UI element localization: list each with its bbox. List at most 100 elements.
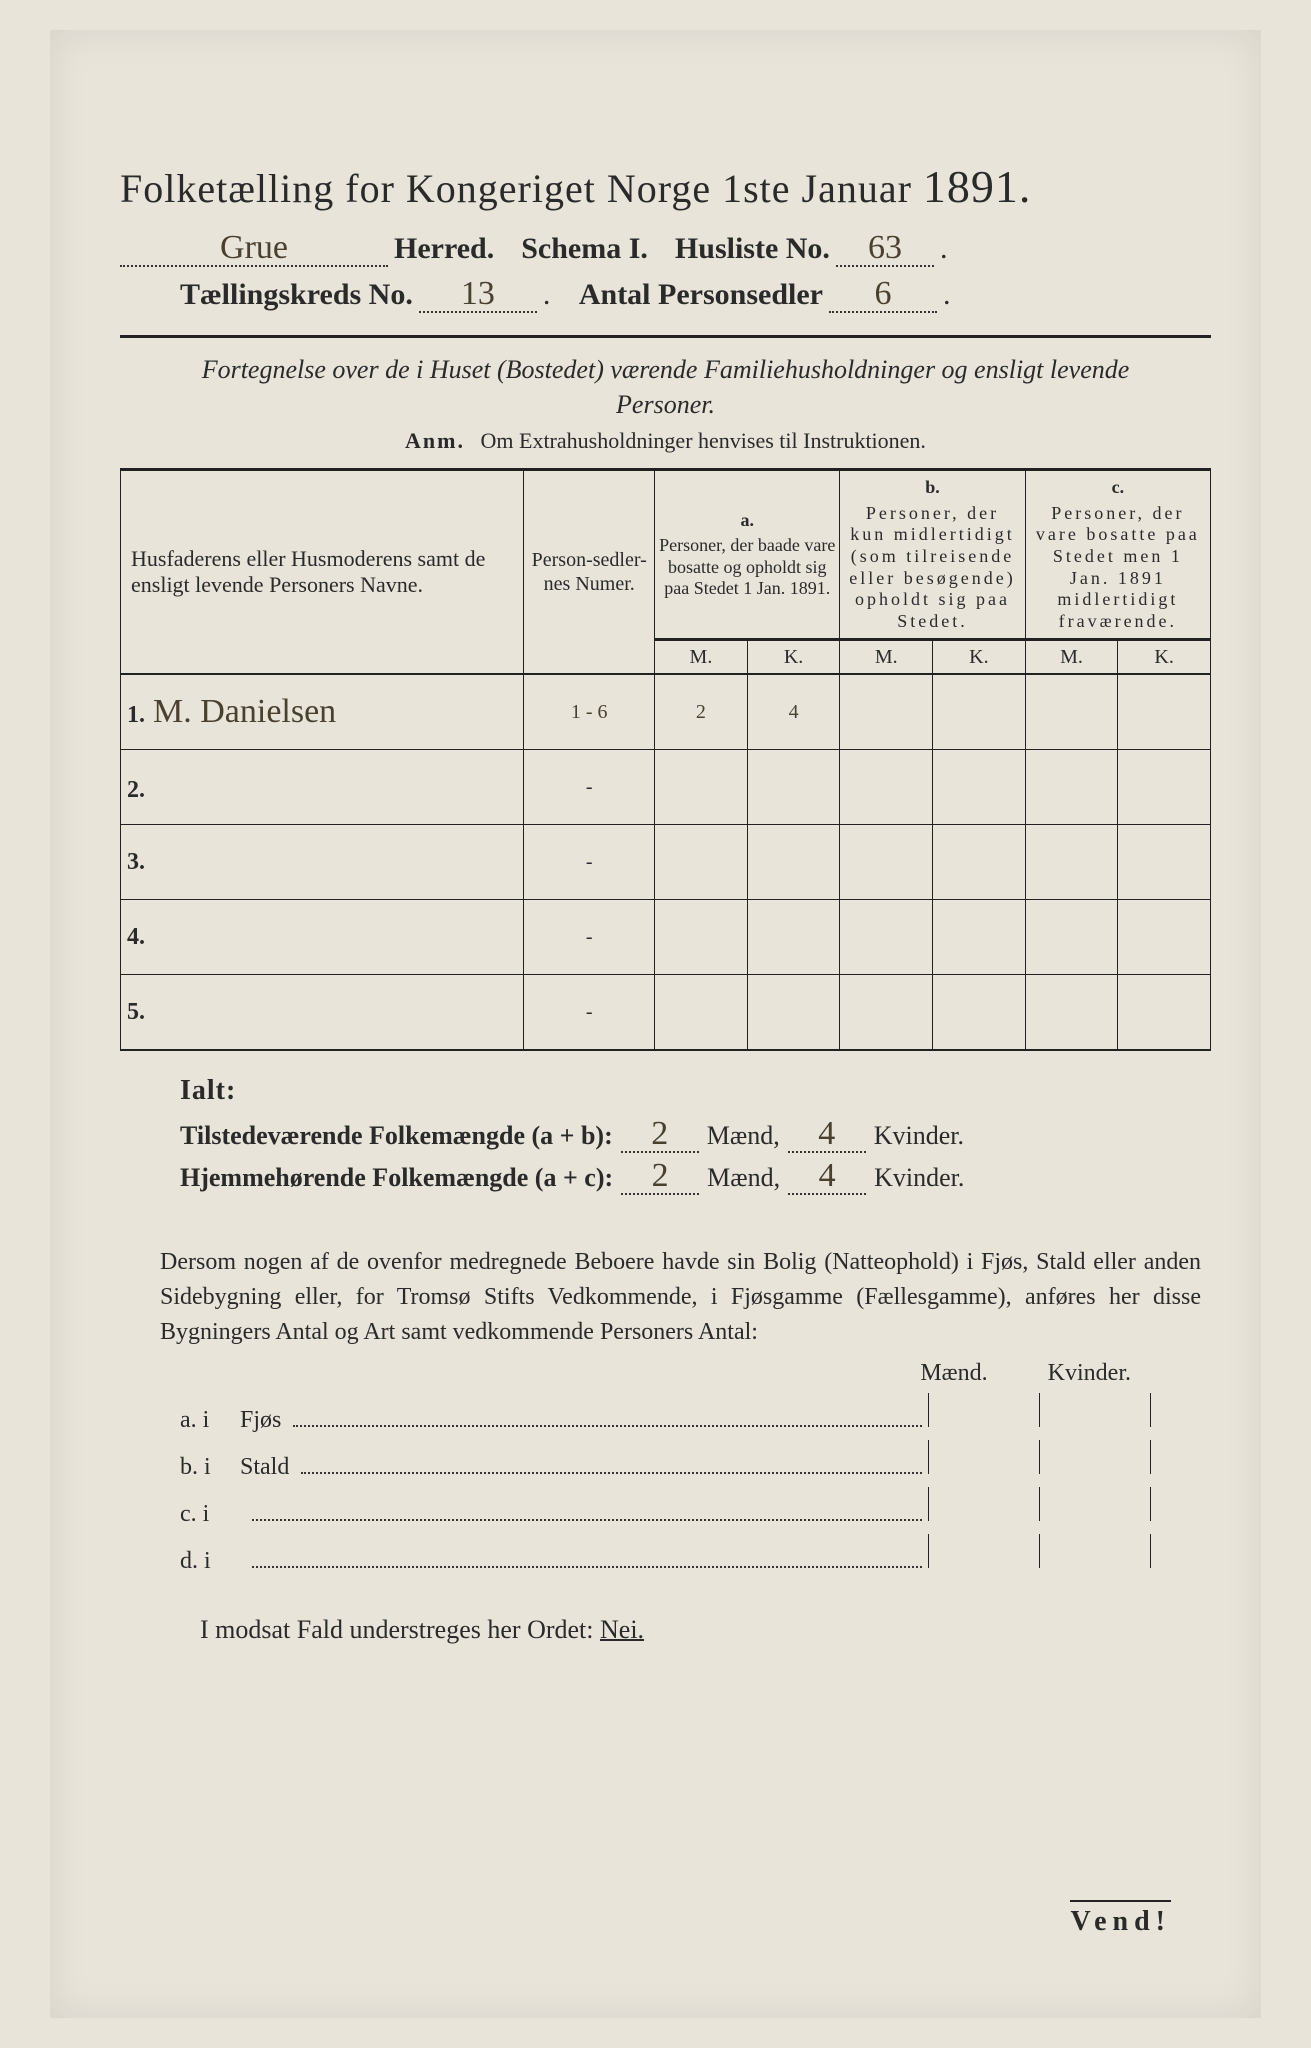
cell-num: -: [524, 975, 655, 1051]
cell-num: 1 - 6: [524, 674, 655, 750]
kvinder-label: Kvinder.: [874, 1163, 964, 1193]
row-name: M. Danielsen: [153, 693, 336, 730]
cell-c-k: [1118, 750, 1211, 825]
totals-block: Ialt: Tilstedeværende Folkemængde (a + b…: [180, 1075, 1211, 1195]
col-a-label: a.: [659, 510, 835, 532]
cell-b-k: [933, 750, 1026, 825]
box-m: [928, 1393, 1039, 1427]
cell-c-m: [1025, 750, 1118, 825]
table-body: 1. M. Danielsen 1 - 6 2 4 2. - 3. -: [121, 674, 1211, 1050]
cell-b-m: [840, 674, 933, 750]
box-m: [928, 1487, 1039, 1521]
present-k: 4: [788, 1117, 866, 1153]
cell-b-k: [933, 975, 1026, 1051]
resident-m: 2: [621, 1159, 699, 1195]
col-a-text: Personer, der baade vare bosatte og opho…: [659, 535, 835, 598]
mk-head: Mænd. Kvinder.: [120, 1360, 1131, 1387]
col-num-header: Person-sedler-nes Numer.: [524, 470, 655, 675]
dot-fill: [293, 1410, 922, 1426]
cell-num: -: [524, 750, 655, 825]
row-num: 1.: [127, 702, 145, 728]
box-k: [1039, 1534, 1151, 1568]
cell-c-m: [1025, 900, 1118, 975]
box-m: [928, 1534, 1039, 1568]
col-a-m: M.: [655, 640, 748, 675]
col-b-m: M.: [840, 640, 933, 675]
table-row: 1. M. Danielsen 1 - 6 2 4: [121, 674, 1211, 750]
title-main: Folketælling for Kongeriget Norge 1ste J…: [120, 166, 912, 211]
census-form-page: Folketælling for Kongeriget Norge 1ste J…: [0, 0, 1311, 2048]
cell-c-k: [1118, 825, 1211, 900]
table-row: 5. -: [121, 975, 1211, 1051]
nei-line: I modsat Fald understreges her Ordet: Ne…: [200, 1615, 1211, 1645]
header-line-2: Tællingskreds No. 13. Antal Personsedler…: [120, 277, 1211, 313]
cell-b-k: [933, 825, 1026, 900]
small-txt: Stald: [240, 1454, 289, 1481]
anm-label: Anm.: [405, 428, 465, 453]
cell-a-k: [747, 975, 840, 1051]
resident-label: Hjemmehørende Folkemængde (a + c):: [180, 1163, 613, 1193]
small-row: d. i: [180, 1534, 1151, 1575]
totals-row-resident: Hjemmehørende Folkemængde (a + c): 2 Mæn…: [180, 1159, 1211, 1195]
nei-word: Nei.: [600, 1615, 644, 1644]
small-row: a. i Fjøs: [180, 1393, 1151, 1434]
box-m: [928, 1440, 1039, 1474]
cell-c-m: [1025, 674, 1118, 750]
schema-label: Schema I.: [521, 232, 648, 266]
personsedler-label: Antal Personsedler: [579, 278, 823, 312]
box-k: [1039, 1393, 1151, 1427]
small-row: b. i Stald: [180, 1440, 1151, 1481]
title-year: 1891.: [923, 161, 1032, 212]
subtitle: Fortegnelse over de i Huset (Bostedet) v…: [160, 352, 1171, 422]
col-c-text: Personer, der vare bosatte paa Stedet me…: [1036, 503, 1200, 631]
row-num: 5.: [127, 999, 145, 1025]
kreds-label: Tællingskreds No.: [180, 278, 413, 312]
cell-num: -: [524, 825, 655, 900]
small-lab: c. i: [180, 1501, 240, 1528]
col-c-header: c. Personer, der vare bosatte paa Stedet…: [1025, 470, 1210, 640]
cell-b-k: [933, 900, 1026, 975]
cell-c-m: [1025, 975, 1118, 1051]
kvinder-label: Kvinder.: [874, 1121, 964, 1151]
annotation: Anm. Om Extrahusholdninger henvises til …: [120, 428, 1211, 454]
dot-fill: [252, 1504, 922, 1520]
row-num: 2.: [127, 777, 145, 803]
present-m: 2: [621, 1117, 699, 1153]
cell-b-m: [840, 750, 933, 825]
col-b-k: K.: [933, 640, 1026, 675]
row-num: 4.: [127, 924, 145, 950]
cell-a-m: [655, 825, 748, 900]
nei-text: I modsat Fald understreges her Ordet:: [200, 1615, 594, 1644]
col-b-header: b. Personer, der kun midlertidigt (som t…: [840, 470, 1025, 640]
outbuilding-paragraph: Dersom nogen af de ovenfor medregnede Be…: [160, 1245, 1201, 1349]
vend-label: Vend!: [1070, 1900, 1171, 1938]
husliste-value: 63: [836, 231, 934, 267]
row-num: 3.: [127, 849, 145, 875]
cell-a-m: 2: [655, 674, 748, 750]
maend-label: Mænd,: [707, 1163, 780, 1193]
resident-k: 4: [788, 1159, 866, 1195]
cell-a-m: [655, 975, 748, 1051]
small-lab: a. i: [180, 1407, 240, 1434]
cell-a-k: 4: [747, 674, 840, 750]
col-c-m: M.: [1025, 640, 1118, 675]
small-lab: d. i: [180, 1548, 240, 1575]
col-a-header: a. Personer, der baade vare bosatte og o…: [655, 470, 840, 640]
husliste-label: Husliste No.: [675, 232, 830, 266]
cell-a-m: [655, 750, 748, 825]
box-k: [1039, 1487, 1151, 1521]
divider: [120, 335, 1211, 338]
cell-c-k: [1118, 975, 1211, 1051]
anm-text: Om Extrahusholdninger henvises til Instr…: [481, 428, 926, 453]
col-c-k: K.: [1118, 640, 1211, 675]
cell-b-m: [840, 900, 933, 975]
small-lab: b. i: [180, 1454, 240, 1481]
cell-b-k: [933, 674, 1026, 750]
page-title: Folketælling for Kongeriget Norge 1ste J…: [120, 160, 1211, 213]
outbuilding-table: a. i Fjøs b. i Stald c. i d. i: [180, 1393, 1151, 1575]
col-name-header: Husfaderens eller Husmoderens samt de en…: [121, 470, 524, 675]
table-row: 3. -: [121, 825, 1211, 900]
col-b-text: Personer, der kun midlertidigt (som tilr…: [849, 503, 1015, 631]
col-c-label: c.: [1030, 477, 1206, 499]
col-b-label: b.: [844, 477, 1020, 499]
